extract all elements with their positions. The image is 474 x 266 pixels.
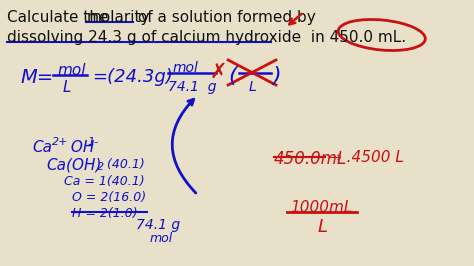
Text: Calculate the: Calculate the — [8, 10, 114, 25]
Text: 1-: 1- — [87, 137, 99, 147]
Text: Ca: Ca — [32, 140, 52, 155]
Text: OH: OH — [66, 140, 95, 155]
Text: H = 2(1.0): H = 2(1.0) — [72, 207, 137, 220]
Text: L: L — [248, 80, 256, 94]
Text: mol: mol — [150, 232, 173, 245]
Text: O = 2(16.0): O = 2(16.0) — [72, 191, 146, 204]
Text: 74.1  g: 74.1 g — [168, 80, 217, 94]
Text: 2: 2 — [97, 162, 104, 172]
Text: ✗: ✗ — [210, 62, 227, 82]
Text: molarity: molarity — [86, 10, 150, 25]
Text: → .4500 L: → .4500 L — [329, 150, 404, 165]
Text: 2+: 2+ — [53, 137, 69, 147]
Text: mol: mol — [57, 63, 85, 78]
Text: (40.1): (40.1) — [103, 158, 145, 171]
Text: L: L — [63, 80, 71, 95]
Text: 450.0mL: 450.0mL — [274, 150, 347, 168]
Text: of a solution formed by: of a solution formed by — [133, 10, 316, 25]
Text: L: L — [318, 218, 328, 236]
Text: 1000mL: 1000mL — [290, 200, 352, 215]
Text: Ca = 1(40.1): Ca = 1(40.1) — [64, 175, 145, 188]
Text: mol: mol — [173, 61, 199, 75]
Text: =(24.3g): =(24.3g) — [92, 68, 173, 86]
Text: dissolving 24.3 g of calcium hydroxide  in 450.0 mL.: dissolving 24.3 g of calcium hydroxide i… — [8, 30, 407, 45]
Text: 74.1 g: 74.1 g — [136, 218, 180, 232]
Text: (: ( — [228, 66, 237, 86]
Text: M=: M= — [20, 68, 54, 87]
Text: Ca(OH): Ca(OH) — [46, 158, 101, 173]
Text: ): ) — [272, 66, 281, 86]
